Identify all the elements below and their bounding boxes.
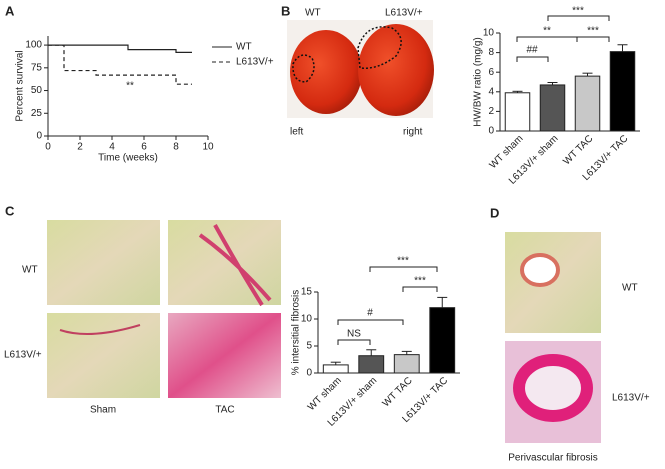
heart-mutant	[358, 24, 434, 116]
fibrosis-stain	[198, 224, 272, 307]
legend-label: L613V/+	[236, 57, 274, 68]
column-label: Sham	[90, 405, 116, 416]
y-axis-label: Percent survival	[15, 50, 26, 121]
image-label: left	[290, 127, 304, 138]
caption: Perivascular fibrosis	[508, 453, 597, 464]
y-tick-label: 25	[31, 108, 43, 119]
y-tick-label: 100	[25, 40, 42, 51]
x-tick-label: 2	[77, 142, 83, 153]
y-tick-label: 4	[488, 86, 494, 97]
bar	[574, 75, 601, 132]
y-tick-label: 15	[301, 287, 313, 298]
y-tick-label: 10	[483, 28, 495, 39]
x-tick-label: 8	[173, 142, 179, 153]
annotation: ##	[526, 45, 538, 56]
x-tick-label: WT TAC	[561, 133, 595, 167]
vessel	[513, 354, 593, 422]
row-label: WT	[22, 265, 38, 276]
y-tick-label: 0	[306, 368, 312, 379]
annotation: ***	[587, 26, 599, 37]
x-tick-label: 10	[202, 142, 214, 153]
x-tick-label: 6	[141, 142, 147, 153]
y-axis-label: % intersitial fibrosis	[291, 290, 302, 376]
vessel	[520, 253, 560, 287]
annotation: #	[367, 308, 373, 319]
micrograph	[168, 313, 281, 398]
significance-bracket	[576, 36, 610, 42]
legend-label: WT	[236, 42, 252, 53]
y-axis-label: HW/BW ratio (mg/g)	[473, 37, 484, 126]
survival-line	[48, 44, 192, 53]
y-tick-label: 10	[301, 314, 313, 325]
atrium-outline	[357, 26, 402, 69]
image-label: right	[403, 127, 423, 138]
x-tick-label: 0	[45, 142, 51, 153]
y-tick-label: 0	[36, 131, 42, 142]
bar	[504, 92, 531, 132]
y-tick-label: 8	[488, 47, 494, 58]
x-axis-label: Time (weeks)	[98, 153, 158, 164]
image-label: L613V/+	[385, 8, 423, 19]
significance-bracket	[369, 266, 438, 272]
annotation: **	[126, 81, 134, 92]
bar	[429, 307, 456, 374]
y-tick-label: 2	[488, 106, 494, 117]
panel-label: C	[5, 203, 15, 218]
image-label: WT	[305, 8, 321, 19]
row-label: WT	[622, 283, 638, 294]
annotation: NS	[347, 329, 361, 340]
y-tick-label: 6	[488, 67, 494, 78]
significance-bracket	[402, 286, 438, 292]
row-label: L613V/+	[4, 350, 42, 361]
annotation: **	[543, 26, 551, 37]
significance-bracket	[516, 56, 549, 62]
significance-bracket	[516, 36, 578, 42]
heart-wt	[290, 30, 362, 114]
y-tick-label: 75	[31, 62, 43, 73]
micrograph	[47, 313, 160, 398]
significance-bracket	[337, 319, 404, 325]
annotation: ***	[397, 256, 409, 267]
x-tick-label: 4	[109, 142, 115, 153]
significance-bracket	[547, 15, 610, 21]
atrium-outline	[292, 54, 315, 83]
bar	[393, 354, 420, 374]
bar	[539, 84, 566, 132]
bar	[609, 51, 636, 132]
y-tick-label: 50	[31, 85, 43, 96]
annotation: ***	[572, 6, 584, 17]
x-tick-label: WT TAC	[381, 375, 415, 409]
survival-line	[48, 44, 192, 85]
panel-label: B	[281, 3, 290, 18]
panel-label: A	[5, 3, 15, 18]
y-tick-label: 0	[488, 126, 494, 137]
significance-bracket	[337, 339, 371, 345]
panel-label: D	[490, 205, 499, 220]
bar	[322, 364, 349, 374]
annotation: ***	[414, 276, 426, 287]
bar	[358, 355, 385, 374]
fibrosis-stain	[59, 324, 141, 335]
y-tick-label: 5	[306, 341, 312, 352]
micrograph	[47, 220, 160, 305]
column-label: TAC	[215, 405, 234, 416]
row-label: L613V/+	[612, 393, 650, 404]
